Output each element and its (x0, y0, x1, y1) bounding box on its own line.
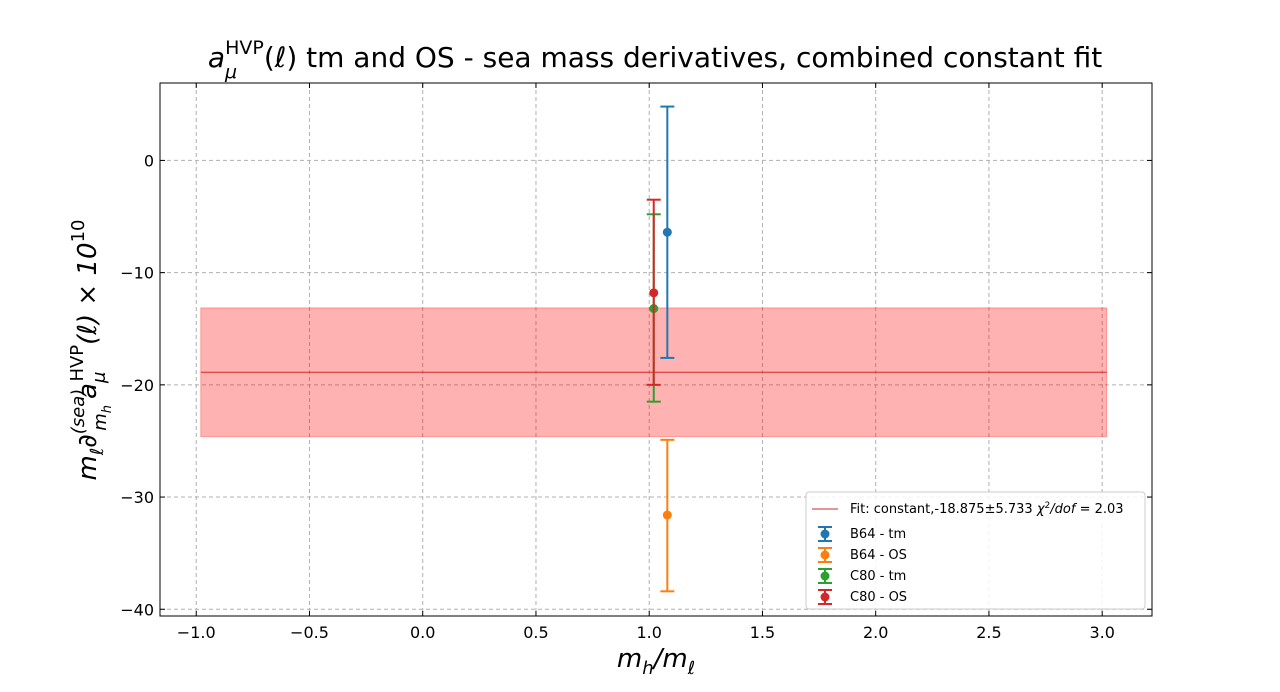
data-point (649, 288, 659, 298)
x-tick-label: −0.5 (290, 623, 329, 642)
y-tick-label: −30 (120, 488, 154, 507)
axes-frame (159, 82, 1153, 617)
y-tick-label: 0 (144, 151, 154, 170)
legend-label: C80 - tm (850, 569, 906, 584)
y-tick-label: −20 (120, 376, 154, 395)
chart-title: aμHVP(ℓ) tm and OS - sea mass derivative… (208, 37, 1102, 83)
data-point (662, 227, 672, 237)
legend-label: B64 - OS (850, 548, 907, 563)
y-tick-label: −10 (120, 264, 154, 283)
x-tick-label: −1.0 (177, 623, 216, 642)
x-tick-label: 2.0 (863, 623, 888, 642)
legend-marker (820, 592, 830, 602)
legend-label: C80 - OS (850, 590, 907, 605)
legend-entry-3: C80 - OS (818, 589, 907, 605)
y-tick-label: −40 (120, 600, 154, 619)
legend: Fit: constant,-18.875±5.733 χ2/dof = 2.0… (805, 491, 1146, 610)
legend-entry-1: B64 - OS (818, 547, 907, 563)
legend-marker (820, 550, 830, 560)
x-tick-label: 1.0 (636, 623, 661, 642)
legend-marker (820, 529, 830, 539)
data-series-0 (660, 105, 675, 359)
legend-entry-2: C80 - tm (818, 568, 906, 584)
x-tick-label: 3.0 (1089, 623, 1114, 642)
legend-entry-0: B64 - tm (818, 526, 906, 542)
data-point (662, 510, 672, 520)
data-series-3 (646, 198, 661, 386)
y-axis-label: mℓ∂(sea)mhaμHVP(ℓ) × 1010 (67, 220, 115, 481)
x-axis-label: mh/mℓ (617, 644, 695, 679)
x-tick-label: 2.5 (976, 623, 1001, 642)
legend-frame (805, 491, 1146, 610)
x-tick-label: 0.5 (523, 623, 548, 642)
legend-label: B64 - tm (850, 527, 906, 542)
data-series-1 (660, 438, 675, 593)
legend-fit-label: Fit: constant,-18.875±5.733 χ2/dof = 2.0… (850, 501, 1124, 517)
x-tick-label: 1.5 (750, 623, 775, 642)
x-tick-label: 0.0 (410, 623, 435, 642)
legend-marker (820, 571, 830, 581)
